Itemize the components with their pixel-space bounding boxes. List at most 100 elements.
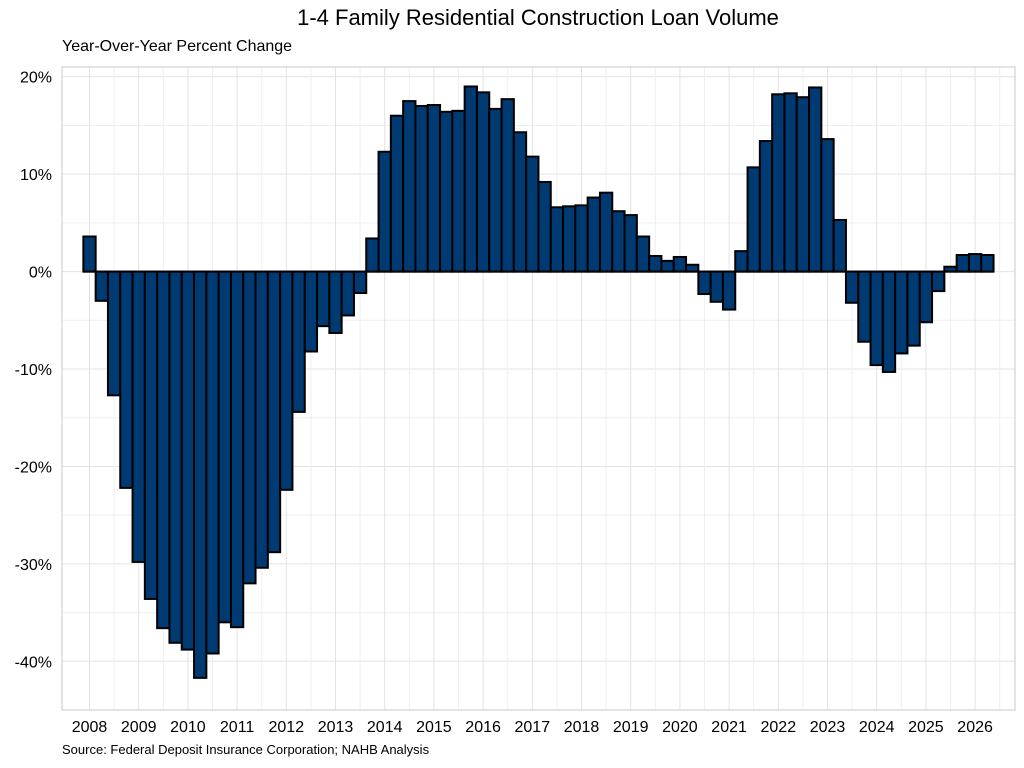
y-tick-label: 10% — [20, 167, 52, 184]
bar-2024Q4 — [906, 270, 921, 347]
x-tick-label: 2021 — [711, 719, 747, 736]
bar-2024Q2 — [881, 270, 897, 373]
bars-layer — [82, 85, 995, 679]
bar-2009Q2 — [143, 270, 159, 600]
bar-2020Q1 — [672, 255, 688, 273]
bar-2016Q4 — [512, 131, 528, 273]
bar-2022Q1 — [771, 93, 786, 273]
y-tick-label: -20% — [15, 459, 52, 476]
bar-2023Q1 — [820, 138, 835, 273]
bar-2014Q2 — [389, 114, 405, 273]
bar-2025Q1 — [918, 270, 934, 324]
x-tick-label: 2017 — [515, 719, 551, 736]
bar-2016Q3 — [500, 98, 515, 273]
x-axis: 2008 2009 2010 2011 2012 2013 2014 2015 2016 2017… — [72, 719, 993, 736]
chart-subtitle: Year-Over-Year Percent Change — [62, 38, 293, 55]
bar-2012Q3 — [303, 270, 319, 353]
y-tick-label: 20% — [20, 70, 52, 87]
bar-2010Q2 — [193, 270, 208, 679]
bar-2023Q3 — [844, 270, 860, 304]
bar-2010Q4 — [217, 270, 232, 624]
bar-2018Q1 — [574, 204, 589, 273]
chart-title: 1-4 Family Residential Construction Loan… — [297, 5, 779, 30]
bar-2012Q1 — [279, 270, 294, 491]
bar-2019Q1 — [623, 214, 638, 273]
bar-2011Q1 — [229, 270, 245, 629]
y-tick-label: -30% — [15, 557, 52, 574]
bar-2020Q2 — [685, 263, 700, 273]
bar-2021Q2 — [734, 250, 749, 273]
bar-2013Q4 — [365, 237, 380, 273]
bar-2019Q3 — [648, 255, 663, 273]
bar-2018Q3 — [598, 191, 614, 273]
bar-2026Q2 — [980, 254, 995, 273]
bar-2017Q4 — [562, 205, 577, 273]
bar-2008Q3 — [106, 270, 122, 397]
x-tick-label: 2010 — [170, 719, 206, 736]
bar-2018Q2 — [586, 196, 601, 273]
bar-2021Q3 — [746, 166, 761, 273]
bar-2022Q2 — [783, 92, 798, 273]
bar-2013Q3 — [352, 270, 368, 295]
x-tick-label: 2025 — [908, 719, 944, 736]
bar-2020Q3 — [697, 270, 712, 295]
bar-2015Q2 — [439, 110, 454, 273]
bar-2008Q4 — [119, 270, 134, 489]
bar-2009Q4 — [168, 270, 183, 644]
bar-2015Q4 — [463, 85, 478, 273]
bar-2017Q2 — [537, 180, 552, 273]
bar-2022Q3 — [795, 96, 811, 273]
bar-2025Q4 — [955, 254, 970, 273]
x-tick-label: 2018 — [564, 719, 600, 736]
plot-panel-border — [61, 66, 1016, 711]
bar-2009Q3 — [156, 270, 171, 630]
bar-2023Q4 — [857, 270, 872, 343]
bar-2014Q4 — [414, 104, 429, 273]
bar-2017Q1 — [525, 155, 540, 273]
bar-2025Q2 — [931, 270, 946, 293]
x-tick-label: 2022 — [761, 719, 797, 736]
bar-2021Q4 — [758, 140, 774, 273]
bar-2016Q2 — [488, 107, 503, 273]
bar-2016Q1 — [475, 91, 491, 273]
bar-2009Q1 — [131, 270, 146, 563]
bar-2011Q2 — [242, 270, 257, 585]
bar-2010Q3 — [205, 270, 220, 655]
bar-2026Q1 — [967, 253, 983, 273]
bar-2015Q3 — [451, 109, 466, 273]
x-tick-label: 2015 — [416, 719, 452, 736]
bar-2019Q4 — [660, 259, 675, 273]
x-tick-label: 2012 — [269, 719, 305, 736]
bar-2008Q2 — [94, 270, 109, 302]
bar-2019Q2 — [635, 235, 651, 273]
y-tick-label: -10% — [15, 362, 52, 379]
x-tick-label: 2016 — [465, 719, 501, 736]
x-tick-label: 2026 — [957, 719, 993, 736]
x-tick-label: 2020 — [662, 719, 698, 736]
bar-2013Q2 — [340, 270, 355, 317]
bar-2008Q1 — [82, 235, 97, 273]
bar-2018Q4 — [611, 210, 626, 273]
bar-2024Q3 — [894, 270, 909, 355]
bar-2015Q1 — [426, 103, 442, 273]
x-tick-label: 2009 — [121, 719, 157, 736]
chart-source-note: Source: Federal Deposit Insurance Corpor… — [62, 742, 430, 757]
x-tick-label: 2011 — [220, 719, 255, 736]
bar-2022Q4 — [808, 86, 823, 273]
x-tick-label: 2024 — [859, 719, 895, 736]
bar-2017Q3 — [549, 206, 565, 273]
bar-2012Q2 — [291, 270, 306, 413]
bar-2012Q4 — [316, 270, 331, 328]
x-tick-label: 2019 — [613, 719, 649, 736]
x-tick-label: 2008 — [72, 719, 108, 736]
y-tick-label: 0% — [29, 265, 52, 282]
y-axis: 20% 10% 0% -10% -20% -30% -40% — [15, 70, 52, 672]
bar-2011Q3 — [254, 270, 269, 569]
bar-2020Q4 — [709, 270, 724, 303]
bar-2014Q1 — [377, 150, 392, 273]
bar-2010Q1 — [180, 270, 196, 651]
x-tick-label: 2023 — [810, 719, 846, 736]
bar-2013Q1 — [328, 270, 343, 334]
y-tick-label: -40% — [15, 654, 52, 671]
